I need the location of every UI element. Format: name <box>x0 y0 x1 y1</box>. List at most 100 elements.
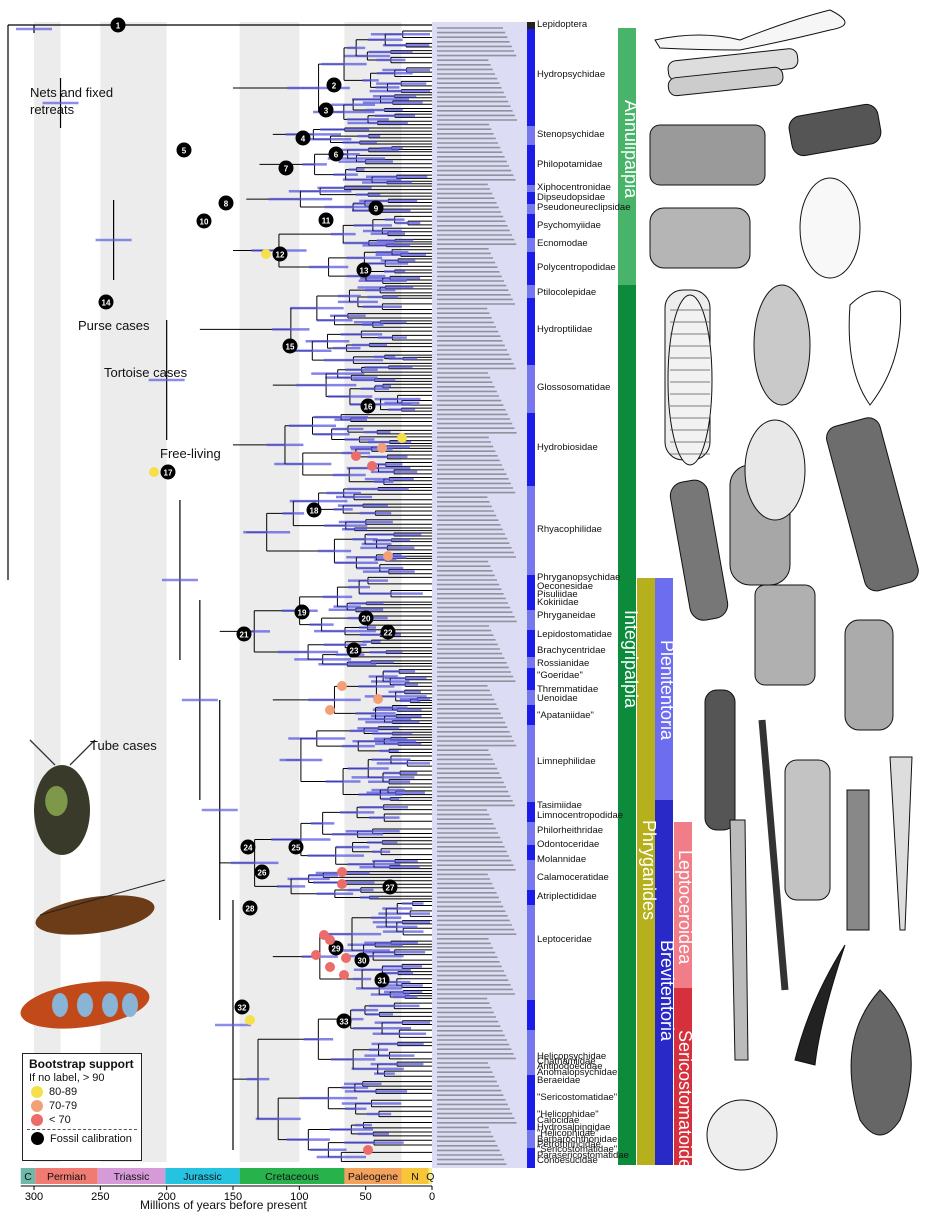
larval-case-illustration <box>649 124 766 186</box>
bootstrap-dot <box>311 950 321 960</box>
family-label: Philopotamidae <box>537 159 603 170</box>
fossil-node-number: 13 <box>360 267 369 276</box>
fossil-calibration-node <box>110 17 126 33</box>
annotation-tortoise: Tortoise cases <box>104 365 188 380</box>
fossil-calibration-node <box>318 102 334 118</box>
family-label: Hydroptilidae <box>537 324 593 335</box>
fossil-node-number: 7 <box>284 165 289 174</box>
fossil-calibration-node <box>254 864 270 880</box>
family-color-bar <box>527 29 535 126</box>
family-color-bar <box>527 1000 535 1030</box>
family-label: "Sericostomatidae" <box>537 1144 618 1156</box>
family-label: Pisuliidae <box>537 589 578 600</box>
family-label: "Helicophidae" <box>537 1108 599 1120</box>
family-color-bar <box>527 486 535 575</box>
bootstrap-dot <box>351 451 361 461</box>
family-label: Ptilocolepidae <box>537 287 597 298</box>
x-tick-label: 50 <box>360 1191 372 1203</box>
family-label: Helicopsychidae <box>537 1051 607 1063</box>
family-color-bar <box>527 192 535 204</box>
wing-spot <box>77 993 93 1017</box>
family-color-bar <box>527 1130 535 1148</box>
x-tick-label: 250 <box>91 1191 109 1203</box>
fossil-calibration-node <box>218 195 234 211</box>
annotation-nets: Nets and fixed retreats <box>30 85 114 117</box>
family-label: Beraeidae <box>537 1074 581 1086</box>
fossil-node-number: 10 <box>200 218 209 227</box>
clade-sericostomatoidea: Sericostomatoidea <box>675 1030 695 1180</box>
family-label: Anomalopsychidae <box>537 1067 618 1079</box>
period-band <box>165 1168 240 1184</box>
family-label: Rossianidae <box>537 658 590 669</box>
legend-subtitle: If no label, > 90 <box>29 1072 105 1084</box>
family-label: Calamoceratidae <box>537 872 609 883</box>
larval-case-illustration <box>784 759 831 901</box>
family-label: Hydropsychidae <box>537 69 606 80</box>
family-label: Oeconesidae <box>537 581 593 592</box>
fossil-node-number: 17 <box>164 469 173 478</box>
fossil-calibration-node <box>360 398 376 414</box>
fossil-node-number: 14 <box>102 299 111 308</box>
fossil-calibration-node <box>288 839 304 855</box>
family-color-bar <box>527 22 535 29</box>
family-color-bar <box>527 214 535 238</box>
family-label: Parasericostomatidae <box>537 1149 629 1161</box>
fossil-node-number: 8 <box>224 200 229 209</box>
family-label: Antipodoecidae <box>537 1061 603 1073</box>
family-label: Odontoceridae <box>537 839 600 850</box>
larval-case-illustration <box>669 479 729 621</box>
wing-spot <box>122 993 138 1017</box>
family-color-bar <box>527 185 535 192</box>
annotation-purse: Purse cases <box>78 318 150 333</box>
antenna <box>69 739 96 766</box>
larva-illustration <box>667 294 713 466</box>
period-label: N <box>411 1171 419 1183</box>
clade-plenitentoria: Plenitentoria <box>657 640 677 741</box>
larval-case-illustration <box>754 584 816 686</box>
clade-bar-integripalpia <box>618 285 636 1165</box>
period-band <box>97 1168 166 1184</box>
fossil-calibration-node <box>346 642 362 658</box>
fossil-calibration-node <box>176 142 192 158</box>
family-color-bar <box>527 905 535 1000</box>
family-color-bar <box>527 238 535 252</box>
fossil-calibration-node <box>358 610 374 626</box>
period-band <box>344 1168 402 1184</box>
period-band <box>401 1168 429 1184</box>
period-label: C <box>24 1171 32 1183</box>
antenna <box>39 879 166 916</box>
legend-title: Bootstrap support <box>29 1057 134 1071</box>
legend-item-lt70: < 70 <box>31 1114 141 1126</box>
fossil-node-number: 3 <box>324 107 329 116</box>
axis-title: Millions of years before present <box>140 1198 307 1212</box>
clade-bar-sericostomatoidea <box>674 988 692 1165</box>
family-color-bar <box>527 860 535 890</box>
family-color-bar <box>527 690 535 705</box>
larval-case-illustration <box>799 177 861 279</box>
family-color-bar <box>527 145 535 185</box>
family-color-bar <box>527 1030 535 1075</box>
fossil-calibration-node <box>295 130 311 146</box>
x-tick-label: 200 <box>157 1191 175 1203</box>
fossil-node-number: 30 <box>358 957 367 966</box>
fossil-node-number: 1 <box>116 22 121 31</box>
family-label: Barbarochthonidae <box>537 1133 618 1145</box>
family-label: Tasimiidae <box>537 800 582 811</box>
wing-spot <box>52 993 68 1017</box>
fossil-calibration-node <box>382 879 398 895</box>
family-label: Phryganeidae <box>537 610 596 621</box>
annotation-freeliving: Free-living <box>160 446 221 461</box>
x-tick-label: 300 <box>25 1191 43 1203</box>
fossil-node-number: 4 <box>301 135 306 144</box>
legend-item-70-79: 70-79 <box>31 1100 141 1112</box>
fossil-node-number: 27 <box>386 884 395 893</box>
family-label: "Apataniidae" <box>537 710 594 721</box>
clade-bar-leptoceroidea <box>674 822 692 988</box>
fossil-node-number: 28 <box>246 905 255 914</box>
insect-illustration-1-pattern <box>45 786 68 816</box>
fossil-node-number: 12 <box>276 251 285 260</box>
legend-box: Bootstrap support If no label, > 90 80-8… <box>22 1053 142 1161</box>
family-label: Hydrosalpingidae <box>537 1122 611 1134</box>
fossil-calibration-node <box>380 624 396 640</box>
larval-case-illustration <box>826 417 919 592</box>
